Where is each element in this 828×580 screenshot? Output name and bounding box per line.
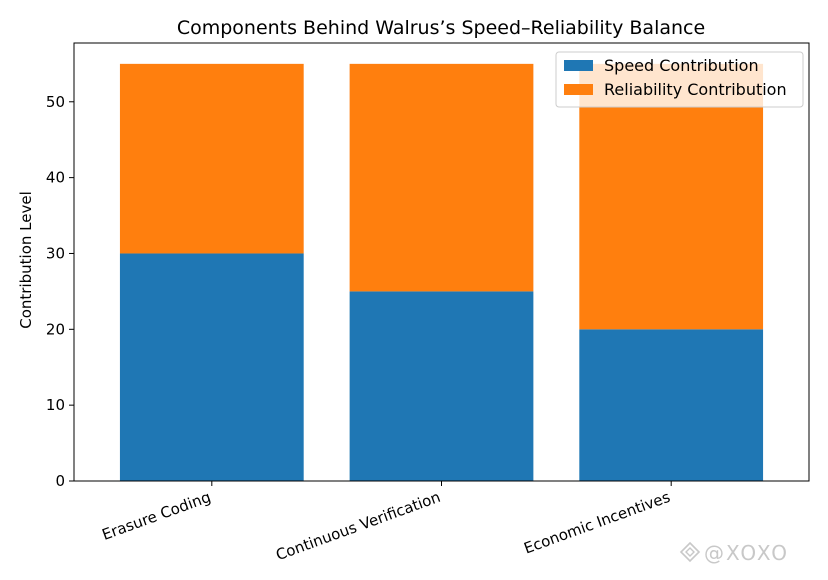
bar-reliability-0	[119, 63, 304, 254]
y-tick-label-4: 40	[46, 169, 65, 187]
bar-speed-0	[119, 253, 304, 481]
y-axis-label: Contribution Level	[17, 191, 35, 329]
x-axis: Erasure Coding Continuous Verification Eco…	[100, 481, 673, 564]
bar-speed-1	[349, 291, 534, 481]
legend-label-1: Reliability Contribution	[604, 80, 787, 99]
bar-reliability-1	[349, 63, 534, 292]
x-tick-label-1: Continuous Verification	[273, 488, 442, 564]
legend: Speed Contribution Reliability Contributi…	[555, 51, 804, 108]
binance-diamond-icon	[679, 541, 701, 563]
x-tick-label-0: Erasure Coding	[100, 488, 214, 544]
y-tick-label-1: 10	[46, 396, 65, 414]
watermark: @XOXO	[679, 541, 789, 565]
bar-reliability-2	[579, 63, 764, 330]
legend-swatch-0	[564, 60, 593, 71]
chart-title: Components Behind Walrus’s Speed–Reliabi…	[177, 17, 705, 39]
y-tick-label-5: 50	[46, 93, 65, 111]
bar-speed-2	[579, 329, 764, 481]
watermark-text: @XOXO	[704, 541, 789, 565]
y-tick-label-0: 0	[55, 472, 65, 490]
bars-layer	[119, 63, 764, 481]
y-axis: 0 10 20 30 40 50	[46, 93, 74, 490]
legend-label-0: Speed Contribution	[604, 56, 759, 75]
legend-box	[555, 51, 804, 108]
legend-swatch-1	[564, 84, 593, 95]
y-tick-label-3: 30	[46, 244, 65, 262]
plot-frame	[73, 42, 810, 482]
x-tick-label-2: Economic Incentives	[521, 488, 672, 558]
y-tick-label-2: 20	[46, 320, 65, 338]
